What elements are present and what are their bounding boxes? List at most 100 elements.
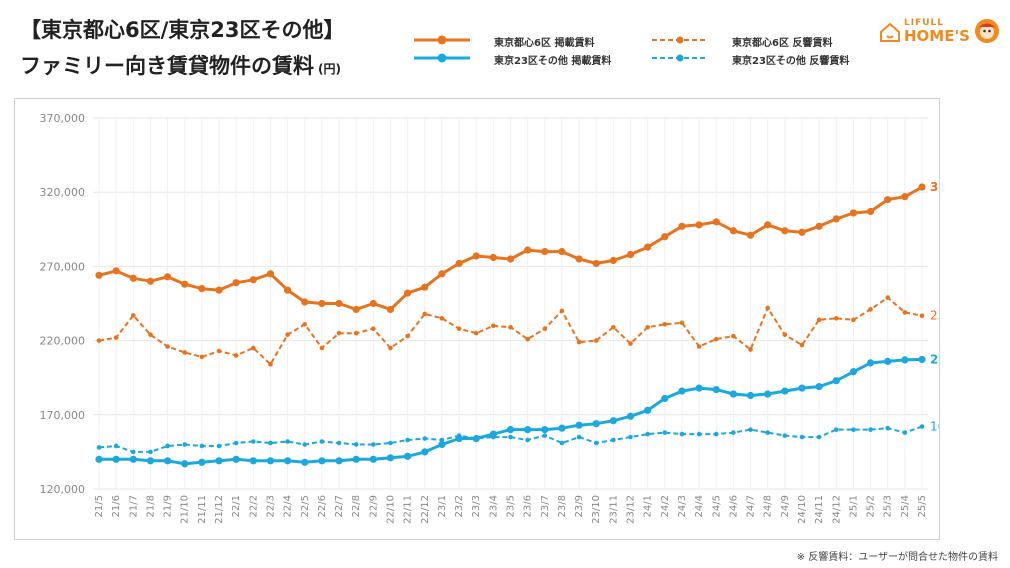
data-point [765, 305, 770, 311]
data-point [249, 457, 257, 465]
x-tick-label: 22/10 [385, 495, 396, 524]
data-point [215, 457, 223, 465]
data-point [885, 295, 891, 300]
data-point [558, 424, 566, 432]
data-point [336, 330, 342, 336]
data-point [661, 394, 669, 403]
data-point [611, 324, 616, 330]
x-tick-label: 22/2 [248, 495, 259, 517]
data-point [95, 455, 103, 463]
data-point [506, 426, 515, 434]
data-point [902, 310, 908, 315]
x-tick-label: 22/9 [368, 495, 379, 517]
data-point [404, 452, 412, 460]
data-point [575, 421, 583, 429]
data-point [525, 336, 530, 342]
data-point [901, 193, 909, 201]
data-point [713, 336, 719, 342]
data-point [130, 449, 136, 455]
data-point [645, 324, 650, 330]
data-point [764, 221, 772, 229]
chart-title-text: ファミリー向き賃貸物件の賃料 [20, 54, 314, 78]
data-point [216, 443, 222, 449]
data-point [696, 344, 702, 349]
data-point [491, 323, 496, 329]
x-tick-label: 22/12 [420, 495, 431, 524]
data-point [148, 332, 153, 337]
data-point [266, 270, 275, 278]
y-tick-label: 170,000 [40, 409, 86, 422]
data-point [541, 247, 549, 256]
end-value-label: 323,489 [930, 180, 939, 194]
data-point [866, 359, 875, 367]
legend-swatch-center-response [652, 36, 708, 44]
data-point [232, 455, 240, 463]
data-point [541, 426, 549, 434]
end-value-label: 236,750 [930, 309, 939, 323]
data-point [678, 387, 686, 395]
y-tick-label: 270,000 [40, 260, 86, 273]
data-point [832, 377, 840, 385]
x-tick-label: 24/6 [728, 495, 739, 517]
data-point [628, 341, 633, 346]
logo-line2: HOME'S [904, 27, 970, 45]
data-point [386, 454, 395, 462]
data-point [386, 305, 395, 314]
data-point [781, 387, 789, 395]
data-point [524, 426, 532, 434]
data-point [868, 307, 873, 312]
chart-area: 120,000 170,000 220,000 270,000 320,000 370,0… [14, 98, 940, 540]
x-tick-label: 23/2 [454, 495, 465, 517]
chart-title-line2: ファミリー向き賃貸物件の賃料 (円) [20, 50, 341, 80]
data-point [165, 443, 170, 449]
data-point [902, 430, 908, 435]
data-point [645, 431, 650, 437]
data-point [679, 431, 685, 437]
y-tick-label: 120,000 [40, 483, 86, 496]
data-point [285, 439, 290, 444]
data-point [96, 338, 102, 343]
x-tick-label: 22/6 [317, 495, 328, 517]
x-tick-label: 24/5 [711, 495, 722, 517]
data-point [198, 458, 206, 466]
data-point [216, 348, 222, 354]
x-tick-label: 24/3 [677, 495, 688, 517]
data-point [388, 345, 393, 351]
x-tick-label: 24/8 [763, 495, 774, 517]
data-point [163, 273, 172, 281]
data-point [662, 430, 668, 435]
data-point [884, 196, 892, 204]
data-point [832, 215, 840, 223]
x-tick-label: 22/11 [403, 495, 414, 524]
data-point [268, 362, 273, 367]
legend-swatch-center-listed [414, 35, 470, 45]
data-point [746, 231, 755, 239]
data-point [302, 442, 308, 447]
data-point [422, 436, 428, 441]
data-point [232, 279, 240, 287]
data-point [112, 455, 120, 463]
data-point [129, 274, 137, 282]
y-tick-label: 370,000 [40, 112, 86, 125]
x-tick-label: 23/10 [591, 495, 602, 524]
data-point [851, 317, 856, 323]
data-point [371, 326, 376, 332]
data-point [438, 440, 446, 449]
x-tick-label: 22/7 [334, 495, 345, 517]
data-point [611, 437, 616, 443]
x-tick-label: 23/4 [488, 495, 499, 517]
x-tick-label: 22/8 [351, 495, 362, 517]
data-point [233, 440, 239, 446]
data-point [95, 271, 103, 279]
data-point [163, 457, 172, 465]
x-tick-label: 21/10 [180, 495, 191, 524]
data-point [729, 227, 737, 235]
data-point [609, 256, 617, 265]
data-point [661, 233, 669, 241]
data-point [782, 332, 788, 337]
data-point [712, 218, 720, 226]
data-point [421, 283, 429, 291]
data-point [182, 442, 188, 447]
lifull-homes-logo: LIFULL HOME'S [878, 18, 1000, 48]
data-point [455, 434, 463, 443]
